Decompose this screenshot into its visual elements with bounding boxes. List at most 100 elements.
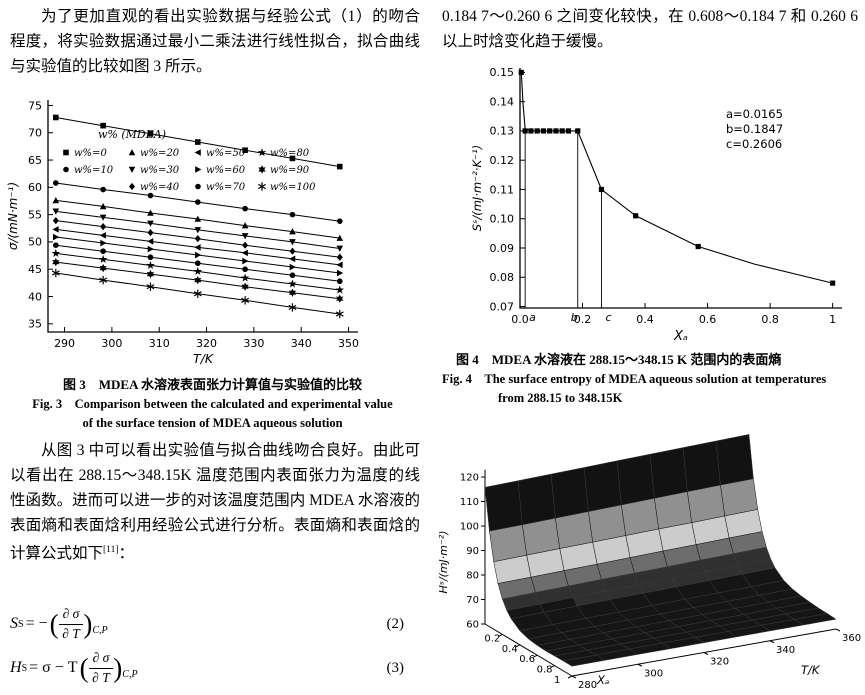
svg-text:70: 70 xyxy=(466,595,479,606)
svg-text:c=0.2606: c=0.2606 xyxy=(726,137,782,151)
svg-text:0.11: 0.11 xyxy=(490,183,515,196)
partial-derivative-fraction: ∂ σ ∂ T xyxy=(58,606,84,643)
svg-text:T/K: T/K xyxy=(193,351,215,366)
svg-text:w%=80: w%=80 xyxy=(270,148,310,159)
paragraph-right-top-text: 0.184 7～0.260 6 之间变化较快，在 0.608～0.184 7 和… xyxy=(442,8,858,50)
figure3-caption-cn: 图 3 MDEA 水溶液表面张力计算值与实验值的比较 xyxy=(62,377,362,392)
svg-text:w%=40: w%=40 xyxy=(140,182,180,193)
svg-text:320: 320 xyxy=(196,337,217,350)
svg-text:120: 120 xyxy=(460,473,479,484)
svg-text:a=0.0165: a=0.0165 xyxy=(726,107,783,121)
figure4-caption-en: Fig. 4 The surface entropy of MDEA aqueo… xyxy=(442,370,862,408)
svg-text:a: a xyxy=(529,311,536,324)
svg-text:340: 340 xyxy=(291,337,312,350)
svg-text:0.2: 0.2 xyxy=(484,633,500,644)
svg-text:330: 330 xyxy=(243,337,264,350)
equation-2-number: (2) xyxy=(386,615,405,632)
svg-text:360: 360 xyxy=(842,633,861,644)
close-paren: ) xyxy=(83,608,93,639)
figure4-caption-cn: 图 4 MDEA 水溶液在 288.15～348.15 K 范围内的表面熵 xyxy=(456,352,782,367)
figure3-caption-en-line2: of the surface tension of MDEA aqueous s… xyxy=(82,416,343,430)
paragraph-intro: 为了更加直观的看出实验数据与经验公式（1）的吻合程度，将实验数据通过最小二乘法进… xyxy=(10,4,420,79)
svg-text:0.8: 0.8 xyxy=(761,313,779,326)
equation-2-body: S S = − (∂ σ ∂ T) C,P xyxy=(10,606,108,643)
svg-text:0.07: 0.07 xyxy=(490,300,515,313)
svg-text:T/K: T/K xyxy=(801,663,821,677)
svg-text:320: 320 xyxy=(710,657,729,668)
svg-text:1: 1 xyxy=(829,313,836,326)
svg-text:280: 280 xyxy=(578,680,597,691)
svg-text:w%=20: w%=20 xyxy=(140,148,180,159)
svg-text:0.4: 0.4 xyxy=(636,313,654,326)
figure3-caption-en: Fig. 3 Comparison between the calculated… xyxy=(0,395,425,433)
svg-text:50: 50 xyxy=(28,236,42,249)
equation-3-body: H S = σ − T (∂ σ ∂ T) C,P xyxy=(10,650,138,687)
svg-text:0.4: 0.4 xyxy=(502,644,518,655)
svg-text:σ/(mN·m⁻¹): σ/(mN·m⁻¹) xyxy=(6,182,20,250)
paragraph-analysis-tail: ： xyxy=(118,545,135,563)
paragraph-right-top: 0.184 7～0.260 6 之间变化较快，在 0.608～0.184 7 和… xyxy=(442,4,858,54)
svg-text:0.6: 0.6 xyxy=(519,654,535,665)
svg-text:100: 100 xyxy=(460,522,479,533)
svg-text:0.15: 0.15 xyxy=(490,66,515,79)
svg-text:w%=50: w%=50 xyxy=(206,148,246,159)
figure3-caption-en-line1: Fig. 3 Comparison between the calculated… xyxy=(32,397,393,411)
svg-text:60: 60 xyxy=(466,620,479,631)
svg-text:1: 1 xyxy=(554,675,560,686)
svg-text:55: 55 xyxy=(28,208,42,221)
svg-text:w%=0: w%=0 xyxy=(74,148,107,159)
svg-text:w%=10: w%=10 xyxy=(74,165,114,176)
figure3-surface-tension-chart: 35 40 45 50 55 60 65 70 75 290 300 310 320 330 340 350 T… xyxy=(6,99,359,366)
svg-text:0.08: 0.08 xyxy=(490,271,515,284)
svg-text:0.09: 0.09 xyxy=(490,242,515,255)
svg-text:340: 340 xyxy=(776,645,795,656)
svg-text:35: 35 xyxy=(28,318,42,331)
svg-text:0.2: 0.2 xyxy=(574,313,592,326)
svg-text:b: b xyxy=(571,311,578,324)
equation-3-number: (3) xyxy=(386,659,405,676)
svg-text:Sˢ/(mJ·m⁻²·K⁻¹): Sˢ/(mJ·m⁻²·K⁻¹) xyxy=(470,145,484,231)
svg-text:45: 45 xyxy=(28,263,42,276)
svg-text:w%=30: w%=30 xyxy=(140,165,180,176)
open-paren: ( xyxy=(49,608,59,639)
svg-text:w% (MDEA): w% (MDEA) xyxy=(98,128,166,141)
svg-text:b=0.1847: b=0.1847 xyxy=(726,122,783,136)
paragraph-intro-text: 为了更加直观的看出实验数据与经验公式（1）的吻合程度，将实验数据通过最小二乘法进… xyxy=(10,8,420,75)
svg-text:0.14: 0.14 xyxy=(490,95,515,108)
equation-surface-entropy: S S = − (∂ σ ∂ T) C,P (2) xyxy=(10,606,404,643)
svg-text:110: 110 xyxy=(460,497,479,508)
svg-text:0.6: 0.6 xyxy=(699,313,717,326)
open-paren: ( xyxy=(79,652,89,683)
svg-text:300: 300 xyxy=(644,668,663,679)
partial-derivative-fraction: ∂ σ ∂ T xyxy=(88,650,114,687)
figure4-caption-en-line2: from 288.15 to 348.15K xyxy=(498,391,623,405)
svg-text:0.8: 0.8 xyxy=(537,665,553,676)
svg-text:0.12: 0.12 xyxy=(490,154,515,167)
svg-text:350: 350 xyxy=(338,337,359,350)
svg-text:65: 65 xyxy=(28,154,42,167)
paragraph-analysis-text: 从图 3 中可以看出实验值与拟合曲线吻合良好。由此可以看出在 288.15～34… xyxy=(10,442,420,563)
citation-ref: [11] xyxy=(103,545,119,555)
close-paren: ) xyxy=(113,652,123,683)
svg-text:290: 290 xyxy=(54,337,75,350)
svg-text:w%=90: w%=90 xyxy=(270,165,310,176)
svg-text:Xₐ: Xₐ xyxy=(673,329,688,344)
svg-text:300: 300 xyxy=(101,337,122,350)
paragraph-analysis: 从图 3 中可以看出实验值与拟合曲线吻合良好。由此可以看出在 288.15～34… xyxy=(10,438,420,566)
svg-text:310: 310 xyxy=(149,337,170,350)
figure4-surface-entropy-chart: 0.07 0.08 0.09 0.10 0.11 0.12 0.13 0.14 0.15 0.0 0… xyxy=(470,66,842,344)
svg-text:70: 70 xyxy=(28,127,42,140)
figure5-surface-enthalpy-3d-plot: 60 70 80 90 100 110 120 Hˢ/(mJ·m⁻²) 0.20.40.60.8… xyxy=(437,434,861,691)
svg-text:0.13: 0.13 xyxy=(490,125,515,138)
svg-text:60: 60 xyxy=(28,181,42,194)
svg-text:w%=70: w%=70 xyxy=(206,182,246,193)
equation-surface-enthalpy: H S = σ − T (∂ σ ∂ T) C,P (3) xyxy=(10,650,404,687)
svg-text:40: 40 xyxy=(28,290,42,303)
figure4-caption-en-line1: Fig. 4 The surface entropy of MDEA aqueo… xyxy=(442,372,827,386)
svg-text:80: 80 xyxy=(466,571,479,582)
svg-text:w%=100: w%=100 xyxy=(270,182,316,193)
svg-text:Xₐ: Xₐ xyxy=(596,673,609,687)
svg-text:c: c xyxy=(605,311,611,324)
svg-text:90: 90 xyxy=(466,546,479,557)
svg-text:w%=60: w%=60 xyxy=(206,165,246,176)
